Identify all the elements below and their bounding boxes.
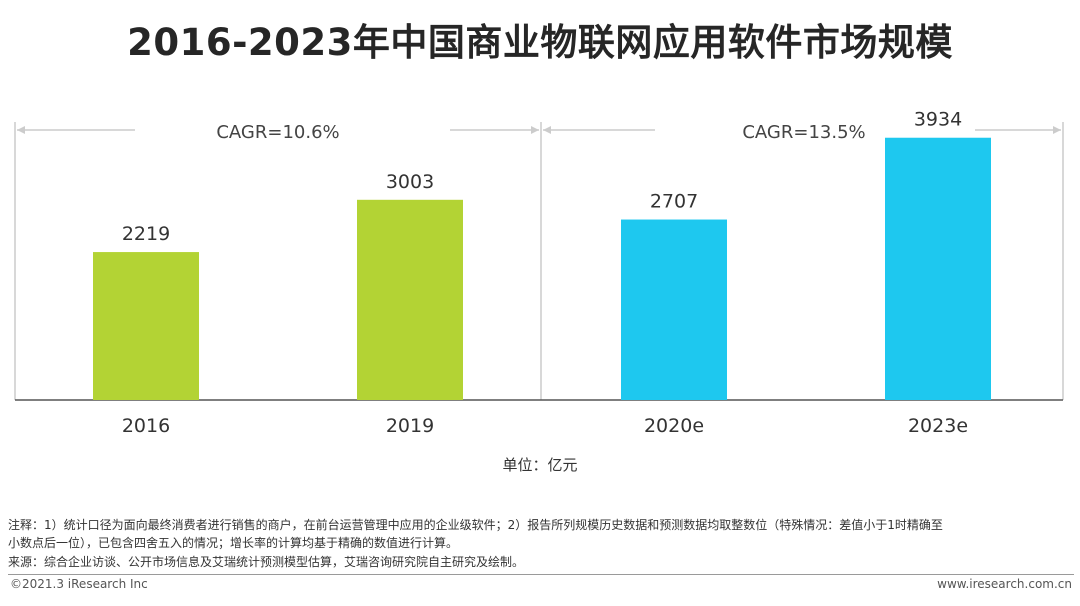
cagr-label-1: CAGR=10.6% <box>216 122 339 143</box>
bar-chart: CAGR=10.6% CAGR=13.5% 2219 2016 3003 2019 27… <box>14 109 1064 437</box>
bar-2019 <box>357 199 463 400</box>
copyright: ©2021.3 iResearch Inc <box>10 577 148 591</box>
data-label-2023e: 3934 <box>914 109 962 131</box>
cagr-bracket-2: CAGR=13.5% <box>543 122 1061 143</box>
x-tick-label-2019: 2019 <box>386 415 434 437</box>
x-tick-label-2016: 2016 <box>122 415 170 437</box>
unit-label: 单位：亿元 <box>502 456 578 474</box>
cagr-label-2: CAGR=13.5% <box>742 122 865 143</box>
website-link[interactable]: www.iresearch.com.cn <box>937 577 1072 591</box>
bars-group: 2219 2016 3003 2019 2707 2020e 3934 2023e <box>93 109 991 437</box>
note-line-2: 小数点后一位），已包含四舍五入的情况；增长率的计算均基于精确的数值进行计算。 <box>8 536 459 550</box>
cagr-arrowhead-right <box>531 126 539 134</box>
data-label-2019: 3003 <box>386 171 434 193</box>
bar-2020e <box>621 219 727 400</box>
cagr-arrowhead-right <box>1053 126 1061 134</box>
source-note: 来源：综合企业访谈、公开市场信息及艾瑞统计预测模型估算，艾瑞咨询研究院自主研究及… <box>8 555 525 569</box>
data-label-2020e: 2707 <box>650 191 698 213</box>
cagr-arrowhead-left <box>17 126 25 134</box>
cagr-bracket-1: CAGR=10.6% <box>17 122 539 143</box>
data-label-2016: 2219 <box>122 223 170 245</box>
bar-2016 <box>93 252 199 400</box>
x-tick-label-2020e: 2020e <box>644 415 704 437</box>
x-tick-label-2023e: 2023e <box>908 415 968 437</box>
note-line-1: 注释：1）统计口径为面向最终消费者进行销售的商户，在前台运营管理中应用的企业级软… <box>8 518 943 532</box>
page-title: 2016-2023年中国商业物联网应用软件市场规模 <box>127 21 953 64</box>
cagr-arrowhead-left <box>543 126 551 134</box>
bar-2023e <box>885 137 991 400</box>
footer-divider <box>8 574 1074 575</box>
